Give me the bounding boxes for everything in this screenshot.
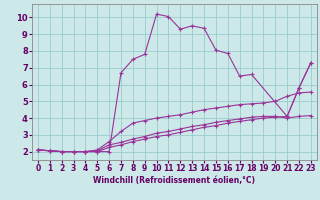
X-axis label: Windchill (Refroidissement éolien,°C): Windchill (Refroidissement éolien,°C) [93,176,255,185]
